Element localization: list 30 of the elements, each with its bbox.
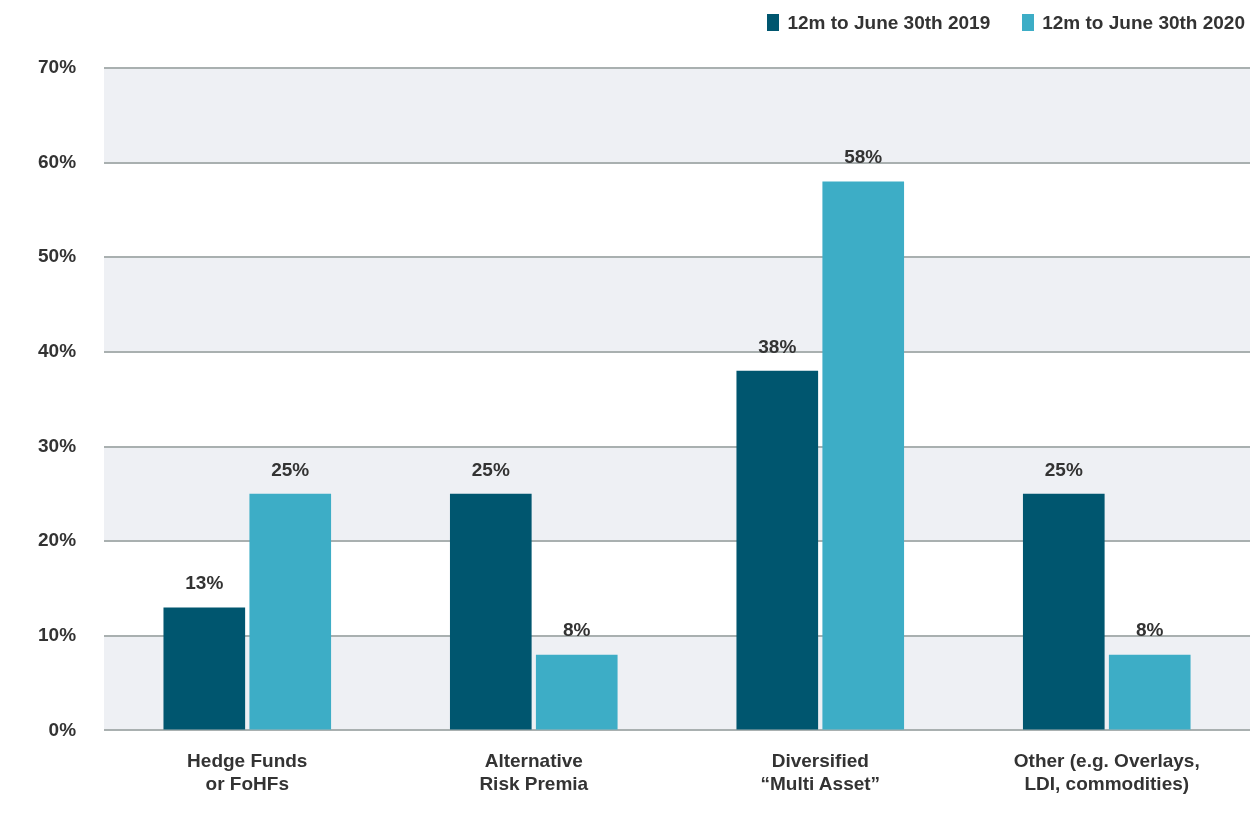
legend-label: 12m to June 30th 2020 bbox=[1041, 12, 1245, 34]
x-tick-label: Other (e.g. Overlays, LDI, commodities) bbox=[1013, 750, 1200, 794]
data-label: 13% bbox=[185, 572, 224, 594]
bar bbox=[822, 181, 905, 730]
legend-label: 12m to June 30th 2019 bbox=[786, 12, 991, 34]
data-label: 58% bbox=[844, 146, 883, 168]
y-tick-label: 20% bbox=[38, 529, 77, 551]
y-tick-label: 10% bbox=[38, 624, 77, 646]
x-tick-label: Diversified “Multi Asset” bbox=[760, 750, 881, 794]
y-tick-label: 40% bbox=[38, 340, 77, 362]
bar bbox=[736, 370, 819, 730]
data-label: 38% bbox=[758, 335, 797, 357]
data-label: 8% bbox=[563, 619, 591, 641]
data-label: 25% bbox=[1044, 458, 1083, 480]
x-tick-label: Hedge Funds or FoHFs bbox=[187, 750, 308, 794]
data-label: 8% bbox=[1135, 619, 1164, 641]
bar bbox=[163, 607, 246, 730]
data-label: 25% bbox=[471, 458, 510, 480]
data-label: 25% bbox=[271, 458, 310, 480]
y-tick-label: 0% bbox=[48, 718, 77, 740]
y-tick-label: 70% bbox=[38, 56, 77, 78]
y-tick-label: 30% bbox=[38, 434, 77, 456]
bar bbox=[1022, 493, 1105, 730]
bar bbox=[1108, 654, 1191, 730]
x-tick-label: Alternative Risk Premia bbox=[479, 750, 589, 794]
bar bbox=[249, 493, 332, 730]
y-tick-label: 50% bbox=[38, 245, 77, 267]
y-tick-label: 60% bbox=[38, 150, 77, 172]
bar bbox=[535, 654, 618, 730]
bar bbox=[449, 493, 532, 730]
